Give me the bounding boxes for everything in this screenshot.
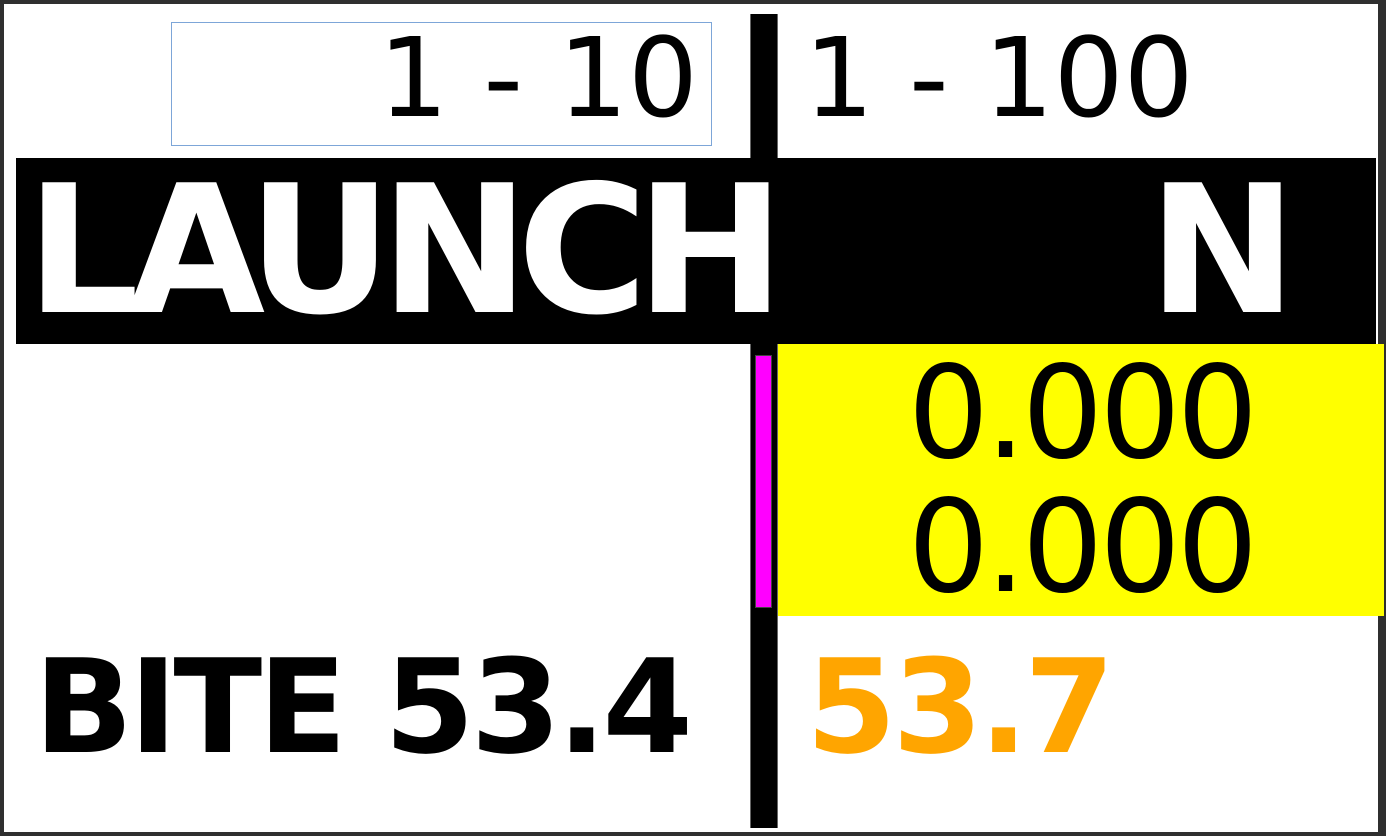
- bite-label: BITE 53.4: [34, 631, 693, 783]
- readout-value-2: 0.000: [907, 473, 1258, 622]
- level-indicator-bar: [755, 355, 772, 608]
- mode-banner: LAUNCH N: [16, 158, 1376, 344]
- readout-panel: 0.000 0.000: [778, 344, 1384, 616]
- mode-label: LAUNCH: [26, 158, 785, 344]
- readout-value-1: 0.000: [907, 339, 1258, 488]
- range-left-label: 1 - 10: [378, 14, 698, 142]
- gear-indicator: N: [1148, 158, 1297, 344]
- range-selection-box[interactable]: [171, 22, 712, 146]
- range-right-label: 1 - 100: [804, 14, 1194, 142]
- bite-alt-value: 53.7: [806, 631, 1115, 783]
